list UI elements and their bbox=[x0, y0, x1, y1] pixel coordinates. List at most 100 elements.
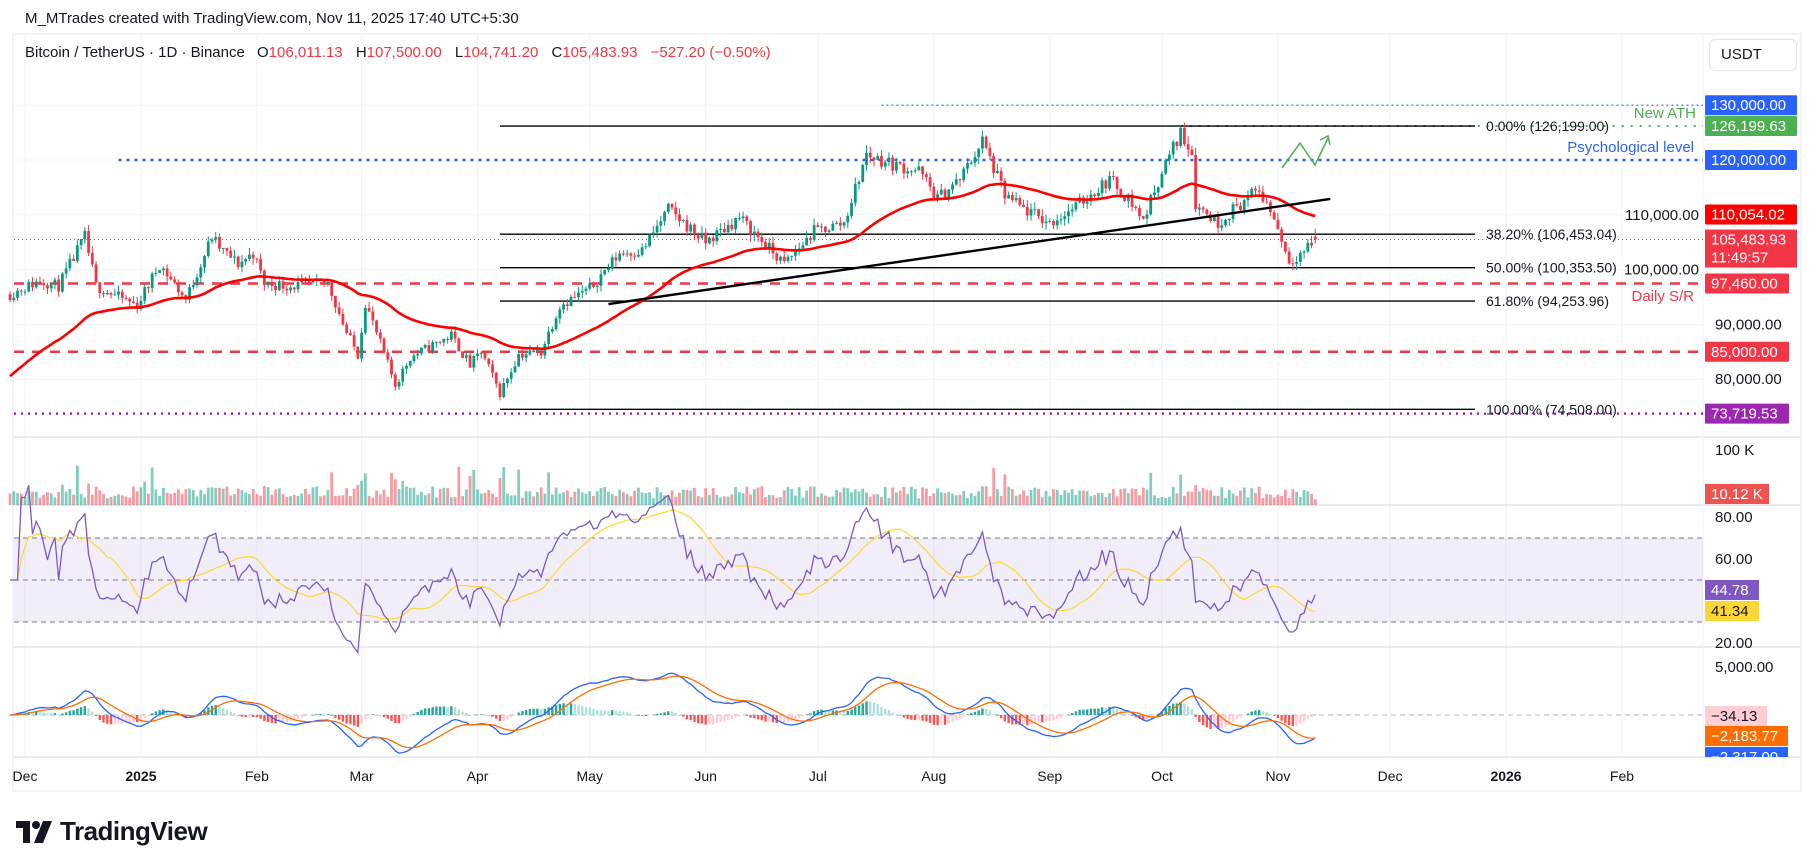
macd-histogram-bar bbox=[420, 709, 423, 715]
macd-histogram-bar bbox=[102, 715, 105, 723]
volume-bar bbox=[962, 490, 966, 505]
candle-body bbox=[61, 273, 64, 292]
candle-body bbox=[1175, 141, 1179, 147]
volume-bar bbox=[348, 495, 352, 505]
macd-histogram-bar bbox=[8, 715, 12, 716]
candle-body bbox=[577, 292, 580, 298]
volume-bar bbox=[375, 490, 378, 505]
candle-body bbox=[375, 320, 378, 333]
volume-bar bbox=[1025, 495, 1029, 505]
volume-bar bbox=[233, 494, 236, 505]
macd-histogram-bar bbox=[861, 703, 864, 715]
volume-bar bbox=[1276, 494, 1280, 505]
candle-body bbox=[154, 272, 158, 274]
fib-level-label: 0.00% (126,199.00) bbox=[1486, 118, 1609, 134]
volume-bar bbox=[1003, 474, 1007, 505]
candle-body bbox=[625, 253, 629, 255]
volume-bar bbox=[453, 497, 457, 505]
macd-histogram-bar bbox=[984, 708, 988, 715]
candle-body bbox=[1029, 209, 1033, 216]
fib-level-label: 61.80% (94,253.96) bbox=[1486, 293, 1609, 309]
volume-bar bbox=[479, 493, 483, 505]
candle-body bbox=[1063, 216, 1067, 220]
price-label-box bbox=[1705, 95, 1797, 116]
volume-bar bbox=[909, 486, 913, 505]
volume-bar bbox=[607, 491, 610, 505]
volume-bar bbox=[1227, 490, 1231, 505]
volume-bar bbox=[8, 493, 12, 505]
candle-body bbox=[203, 256, 206, 268]
volume-bar bbox=[468, 476, 472, 505]
volume-bar bbox=[345, 488, 349, 505]
macd-histogram-bar bbox=[64, 712, 68, 715]
candle-body bbox=[1115, 176, 1119, 190]
candle-body bbox=[812, 225, 816, 240]
macd-histogram-bar bbox=[1048, 715, 1051, 721]
candle-body bbox=[225, 247, 229, 251]
volume-bar bbox=[865, 492, 868, 505]
candle-body bbox=[674, 207, 678, 215]
candle-body bbox=[1205, 209, 1209, 215]
macd-histogram-bar bbox=[1130, 715, 1134, 716]
macd-histogram-bar bbox=[510, 715, 513, 718]
candle-body bbox=[700, 232, 704, 239]
candle-body bbox=[838, 222, 842, 226]
volume-bar bbox=[969, 493, 973, 505]
macd-histogram-bar bbox=[382, 715, 386, 718]
candle-body bbox=[83, 230, 87, 240]
candle-body bbox=[868, 152, 872, 158]
macd-histogram-bar bbox=[596, 710, 599, 715]
candle-body bbox=[382, 338, 386, 353]
macd-histogram-bar bbox=[850, 709, 853, 715]
macd-histogram-bar bbox=[693, 715, 696, 722]
volume-bar bbox=[506, 493, 509, 505]
macd-histogram-bar bbox=[83, 706, 87, 715]
macd-histogram-bar bbox=[1082, 709, 1085, 715]
candle-body bbox=[1194, 155, 1198, 210]
volume-bar bbox=[651, 498, 655, 505]
macd-histogram-bar bbox=[622, 711, 625, 715]
volume-bar bbox=[23, 497, 27, 505]
volume-bar bbox=[704, 488, 708, 505]
volume-bar bbox=[1168, 496, 1171, 505]
candle-body bbox=[513, 366, 517, 373]
macd-histogram-bar bbox=[973, 711, 977, 715]
currency-button[interactable]: USDT bbox=[1709, 39, 1797, 71]
volume-bar bbox=[1082, 490, 1085, 505]
tradingview-logo[interactable]: TradingView bbox=[16, 816, 208, 847]
volume-bar bbox=[539, 487, 543, 505]
volume-bar bbox=[94, 486, 98, 505]
volume-bar bbox=[393, 479, 397, 505]
macd-histogram-bar bbox=[981, 708, 984, 715]
projection-arrow-head bbox=[1319, 134, 1331, 146]
volume-bar bbox=[105, 498, 109, 505]
volume-bar bbox=[917, 498, 921, 505]
macd-histogram-bar bbox=[1280, 715, 1283, 721]
volume-bar bbox=[1280, 495, 1284, 505]
volume-bar bbox=[513, 495, 517, 505]
candle-body bbox=[87, 230, 90, 254]
volume-bar bbox=[700, 497, 704, 505]
volume-bar bbox=[120, 495, 124, 505]
volume-bar bbox=[169, 493, 173, 505]
macd-histogram-bar bbox=[184, 715, 188, 718]
candle-body bbox=[1265, 201, 1269, 203]
macd-histogram-bar bbox=[293, 715, 296, 721]
volume-bar bbox=[472, 469, 476, 505]
candle-body bbox=[1257, 190, 1261, 192]
candle-body bbox=[924, 174, 928, 178]
candle-body bbox=[1145, 214, 1149, 219]
macd-histogram-bar bbox=[461, 711, 464, 715]
symbol-title[interactable]: Bitcoin / TetherUS · 1D · Binance bbox=[25, 44, 245, 61]
macd-histogram-bar bbox=[1085, 709, 1089, 715]
volume-bar bbox=[1156, 497, 1160, 505]
macd-histogram-bar bbox=[1115, 708, 1119, 715]
candle-body bbox=[734, 217, 737, 230]
macd-histogram-bar bbox=[872, 702, 876, 715]
candle-body bbox=[595, 285, 599, 287]
macd-histogram-bar bbox=[1063, 715, 1066, 717]
volume-bar bbox=[1231, 493, 1235, 505]
rsi-axis-tick: 80.00 bbox=[1715, 509, 1753, 526]
candle-body bbox=[98, 282, 102, 294]
